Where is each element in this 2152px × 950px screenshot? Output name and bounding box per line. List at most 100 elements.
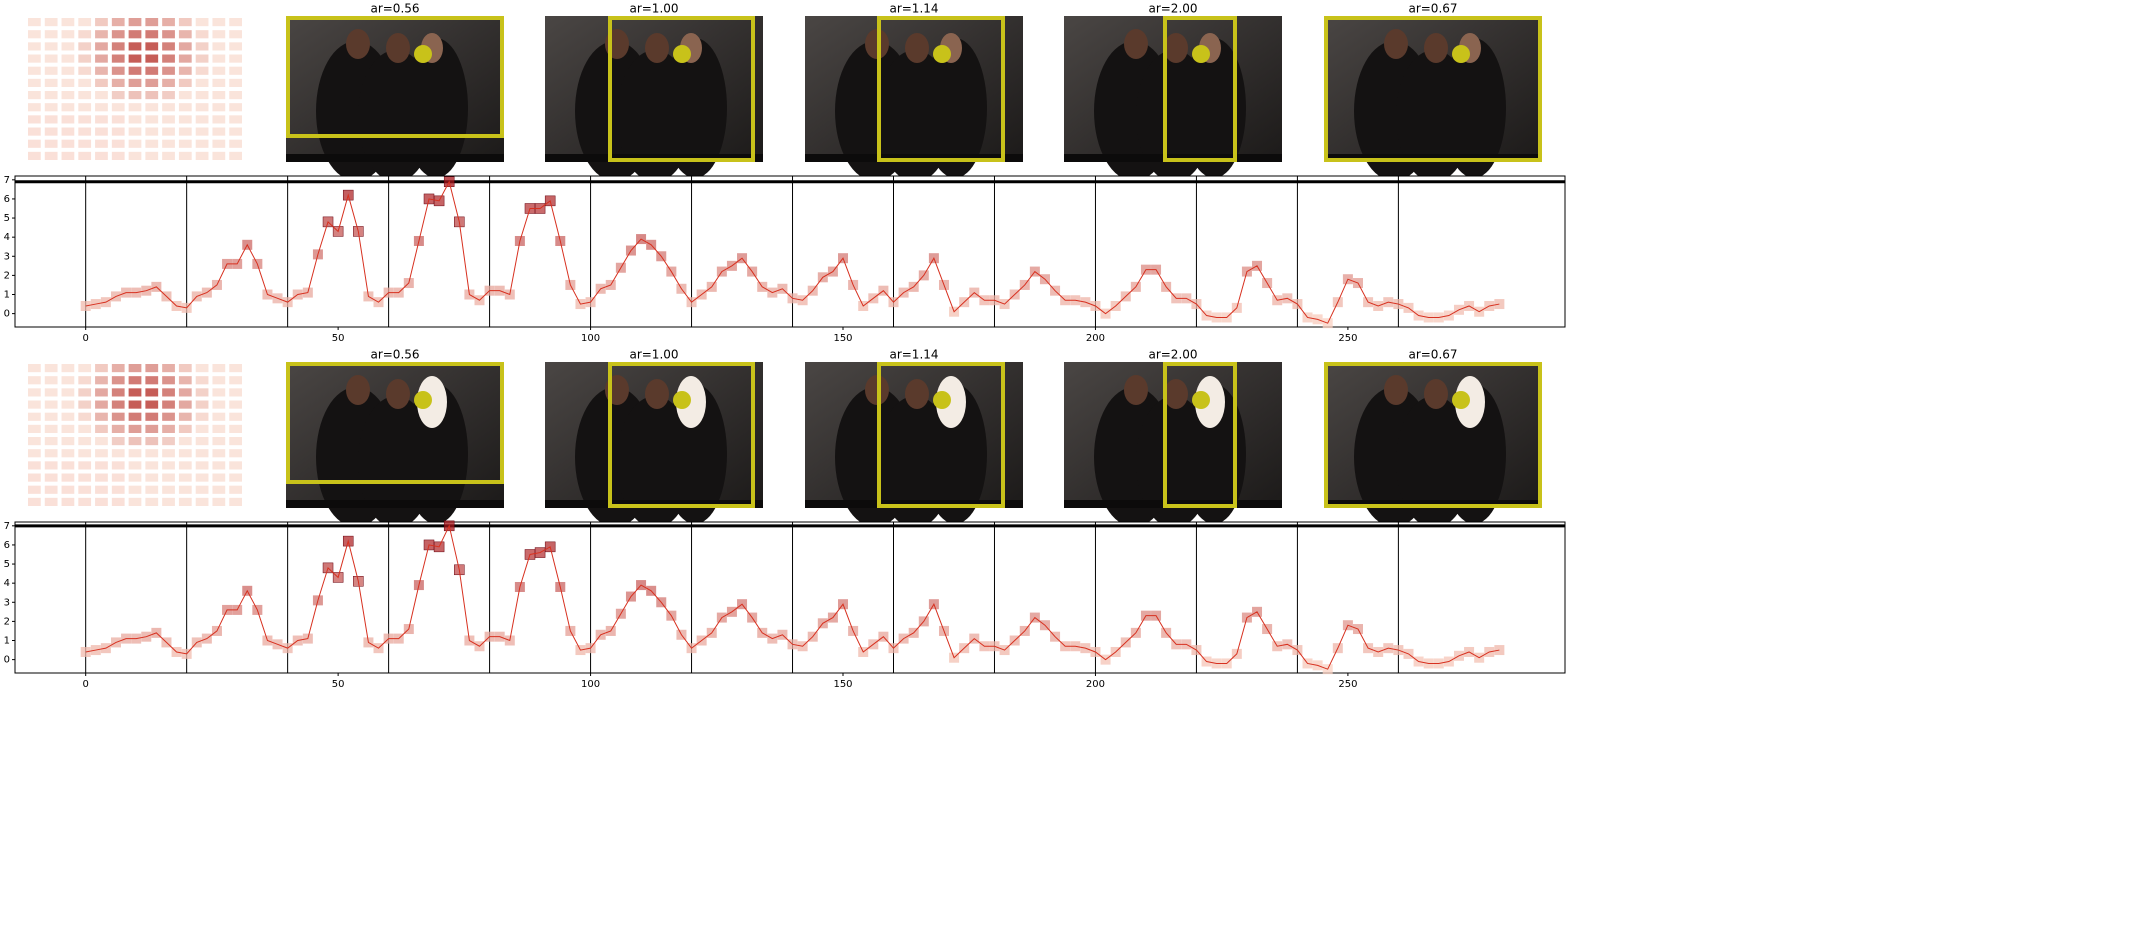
face-mask: [417, 376, 447, 428]
focus-point: [673, 391, 691, 409]
heatmap-cell: [162, 485, 175, 494]
crop-box: [286, 16, 504, 138]
heatmap-cell: [44, 127, 58, 136]
heatmap-cell: [178, 424, 192, 433]
heatmap-cell: [78, 66, 92, 75]
focus-point: [933, 391, 951, 409]
heatmap-cell: [162, 412, 175, 421]
face: [1164, 33, 1188, 63]
heatmap-cell: [28, 18, 41, 27]
heatmap-cell: [212, 30, 226, 39]
heatmap-cell: [44, 78, 58, 87]
heatmap-cell: [229, 127, 242, 136]
x-tick-label: 250: [1338, 679, 1357, 690]
heatmap-cell: [111, 18, 125, 27]
heatmap-cell: [44, 449, 58, 458]
heatmap-cell: [229, 42, 242, 51]
heatmap-cell: [111, 461, 125, 470]
heatmap-cell: [61, 151, 75, 160]
heatmap-cell: [178, 30, 192, 39]
heatmap-cell: [128, 449, 142, 458]
heatmap-cell: [128, 461, 142, 470]
heatmap-cell: [111, 127, 125, 136]
heatmap-cell: [162, 424, 175, 433]
panel-title: ar=0.56: [370, 348, 419, 362]
face-mask: [676, 376, 706, 428]
heatmap-cell: [95, 78, 108, 87]
crop-box: [1324, 362, 1542, 508]
heatmap-cell: [145, 424, 159, 433]
heatmap-cell: [229, 91, 242, 100]
y-tick-label: 5: [4, 213, 10, 224]
heatmap-cell: [61, 30, 75, 39]
line-chart: 0 1 2 3 4 5 6 7 0 50 100 150 200 250: [4, 520, 1566, 690]
heatmap-cell: [162, 78, 175, 87]
heatmap-cell: [28, 78, 41, 87]
person: [1442, 384, 1506, 524]
series-line: [85, 524, 1500, 670]
heatmap-cell: [44, 115, 58, 124]
heatmap-cell: [229, 54, 242, 63]
heatmap-cell: [145, 151, 159, 160]
heatmap-cell: [61, 461, 75, 470]
heatmap-cell: [78, 30, 92, 39]
heatmap-cell: [44, 437, 58, 446]
heatmap-cell: [78, 103, 92, 112]
heatmap-cell: [195, 388, 209, 397]
heatmap-cell: [44, 364, 58, 373]
heatmap-cell: [162, 437, 175, 446]
heatmap-cell: [44, 412, 58, 421]
heatmap-cell: [145, 127, 159, 136]
y-tick-label: 1: [4, 290, 10, 301]
face-mask: [1195, 376, 1225, 428]
heatmap-cell: [28, 103, 41, 112]
heatmap-cell: [95, 400, 108, 409]
heatmap-cell: [78, 376, 92, 385]
x-tick-label: 100: [581, 679, 600, 690]
heatmap-cell: [44, 103, 58, 112]
photo-panel: ar=1.14: [805, 348, 1023, 528]
heatmap-cell: [178, 376, 192, 385]
heatmap-cell: [95, 364, 108, 373]
heatmap-cell: [44, 485, 58, 494]
heatmap-cell: [195, 151, 209, 160]
heatmap-cell: [111, 388, 125, 397]
heatmap-cell: [61, 497, 75, 506]
heatmap-cell: [162, 449, 175, 458]
heatmap-cell: [162, 127, 175, 136]
heatmap-cell: [229, 115, 242, 124]
heatmap-cell: [145, 485, 159, 494]
heatmap-cell: [162, 461, 175, 470]
heatmap-image: [28, 18, 242, 160]
heatmap-cell: [195, 54, 209, 63]
crop-box: [1324, 16, 1542, 162]
heatmap-cell: [128, 412, 142, 421]
heatmap-cell: [61, 115, 75, 124]
panel-title: ar=1.14: [889, 348, 938, 362]
heatmap-cell: [61, 42, 75, 51]
focus-point: [673, 45, 691, 63]
plot-area: [14, 175, 1566, 328]
face: [645, 379, 669, 409]
heatmap-cell: [78, 78, 92, 87]
heatmap-cell: [95, 497, 108, 506]
heatmap-cell: [128, 400, 142, 409]
heatmap-cell: [229, 103, 242, 112]
heatmap-cell: [229, 461, 242, 470]
heatmap-cell: [145, 66, 159, 75]
heatmap-cell: [195, 66, 209, 75]
heatmap-cell: [95, 424, 108, 433]
heatmap-cell: [128, 376, 142, 385]
heatmap-cell: [128, 66, 142, 75]
heatmap-cell: [128, 364, 142, 373]
heatmap-cell: [195, 449, 209, 458]
heatmap-image: [28, 364, 242, 506]
y-tick-label: 1: [4, 636, 10, 647]
heatmap-cell: [28, 497, 41, 506]
y-tick-label: 3: [4, 597, 10, 608]
heatmap-cell: [44, 139, 58, 148]
heatmap-cell: [95, 54, 108, 63]
heatmap-cell: [28, 364, 41, 373]
heatmap-cell: [195, 473, 209, 482]
